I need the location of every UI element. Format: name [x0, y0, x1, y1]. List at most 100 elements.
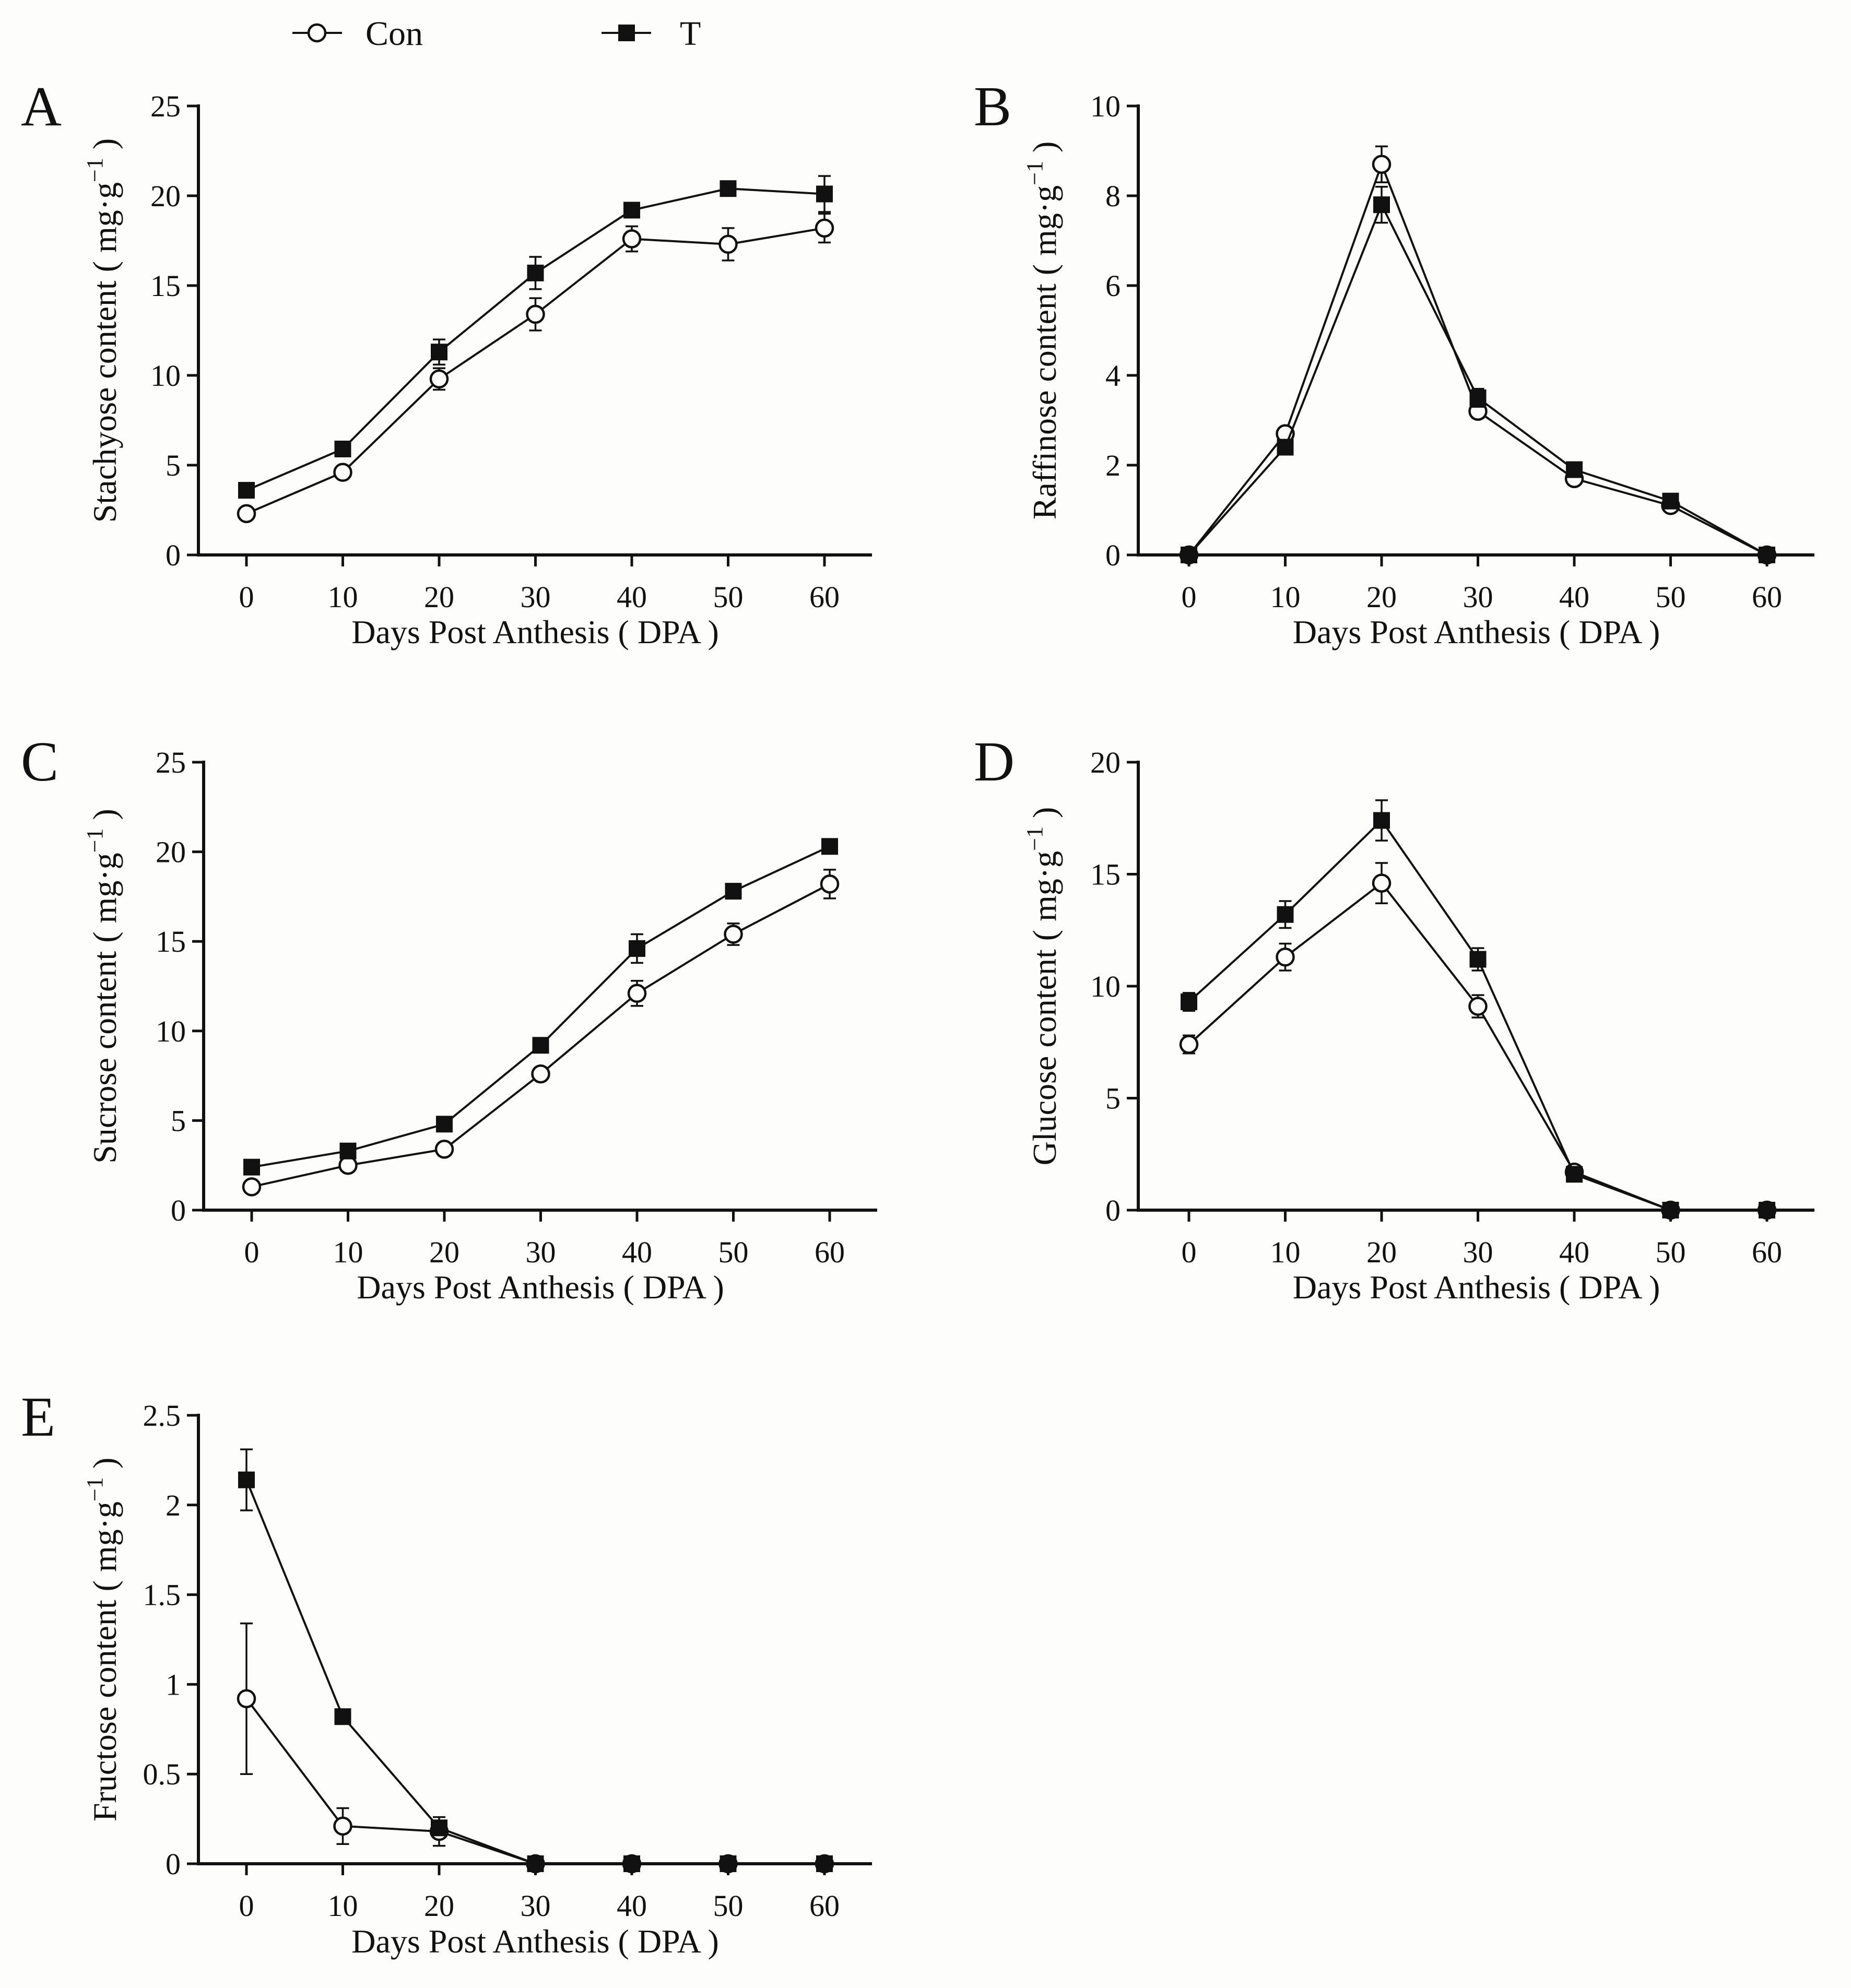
y-axis-title-sup-b: −1: [1022, 161, 1047, 185]
panel-letter-c: C: [21, 731, 58, 793]
point-con-a-2: [429, 369, 449, 389]
point-con-a-5: [718, 234, 738, 254]
point-t-a-0: [238, 482, 255, 499]
point-t-d-6: [1759, 1202, 1775, 1218]
y-axis-title-main-c: Sucrose content ( mg·g: [86, 853, 123, 1163]
point-con-c-4: [627, 984, 647, 1003]
series-con-b: [1179, 145, 1777, 565]
y-axis-title-end-e: ): [86, 1458, 123, 1477]
y-tick-label-d-0: 0: [1105, 1193, 1121, 1227]
point-t-a-6: [816, 185, 833, 203]
x-tick-label-c-1: 10: [333, 1235, 363, 1269]
point-con-a-3: [526, 304, 545, 324]
x-tick-label-e-0: 0: [239, 1889, 254, 1923]
x-axis-title-d: Days Post Anthesis ( DPA ): [1293, 1269, 1660, 1306]
y-tick-label-e-0: 0: [166, 1847, 181, 1881]
x-tick-label-e-5: 50: [713, 1889, 744, 1923]
x-tick-label-b-2: 20: [1366, 580, 1397, 614]
point-con-b-2: [1372, 155, 1392, 174]
y-axis-title-end-c: ): [86, 809, 123, 828]
y-tick-label-b-1: 2: [1105, 448, 1121, 482]
x-tick-label-d-3: 30: [1463, 1235, 1493, 1269]
x-tick-label-c-2: 20: [429, 1235, 459, 1269]
x-tick-label-d-6: 60: [1752, 1235, 1782, 1269]
y-tick-label-b-3: 6: [1105, 269, 1121, 303]
point-t-b-3: [1469, 389, 1487, 406]
point-t-b-4: [1566, 461, 1583, 478]
point-con-a-0: [237, 504, 256, 524]
x-tick-label-c-6: 60: [815, 1235, 845, 1269]
point-t-c-1: [339, 1142, 357, 1159]
point-t-c-2: [436, 1116, 453, 1133]
point-t-e-2: [431, 1819, 447, 1837]
panel-letter-a: A: [21, 76, 62, 138]
x-tick-label-c-4: 40: [622, 1235, 652, 1269]
x-tick-label-d-0: 0: [1182, 1235, 1197, 1269]
filled-square-icon: [618, 25, 635, 41]
x-tick-label-a-4: 40: [617, 580, 647, 614]
series-line-con-d: [1188, 881, 1767, 1211]
y-axis-title-main-d: Glucose content ( mg·g: [1026, 851, 1063, 1166]
x-axis-title-e: Days Post Anthesis ( DPA ): [351, 1923, 719, 1960]
series-line-con-e: [245, 1698, 824, 1865]
x-tick-label-a-1: 10: [328, 580, 358, 614]
point-t-b-0: [1181, 547, 1197, 563]
point-con-d-2: [1372, 873, 1392, 893]
point-con-e-1: [333, 1816, 352, 1836]
x-axis-title-c: Days Post Anthesis ( DPA ): [357, 1269, 724, 1306]
y-tick-label-b-5: 10: [1090, 89, 1121, 123]
point-t-d-5: [1662, 1202, 1679, 1218]
y-tick-label-a-1: 5: [166, 448, 181, 482]
point-con-c-6: [820, 874, 840, 894]
series-con-e: [237, 1622, 834, 1874]
series-con-d: [1179, 862, 1777, 1220]
y-tick-label-d-4: 20: [1090, 746, 1121, 779]
y-tick-label-d-2: 10: [1090, 969, 1121, 1003]
y-tick-label-a-0: 0: [166, 538, 181, 572]
y-tick-label-c-5: 25: [156, 746, 186, 779]
point-t-b-6: [1759, 547, 1775, 563]
point-con-a-6: [815, 218, 834, 238]
point-con-c-5: [724, 925, 743, 944]
x-tick-label-b-0: 0: [1182, 580, 1197, 614]
point-con-a-4: [622, 229, 642, 249]
panel-b: B 0 2 4 6 8 10 0 10 20 30 40 50 60 Days Post Anthesis …: [974, 76, 1814, 650]
point-t-b-1: [1277, 439, 1294, 456]
y-tick-label-e-1: 0.5: [143, 1757, 181, 1791]
x-tick-label-c-5: 50: [718, 1235, 749, 1269]
y-tick-label-e-4: 2: [166, 1488, 181, 1522]
point-t-e-5: [720, 1855, 737, 1872]
point-t-a-3: [527, 264, 544, 281]
y-axis-title-sup-c: −1: [82, 829, 108, 853]
panel-a: A 0 5 10 15 20 25 0 10 20 30 40 50 60 Days Post Anthes…: [21, 76, 872, 650]
y-tick-label-c-2: 10: [156, 1014, 186, 1048]
series-line-con-b: [1188, 161, 1767, 556]
point-t-c-5: [725, 883, 742, 900]
panel-letter-d: D: [974, 731, 1015, 793]
point-t-d-1: [1277, 906, 1294, 923]
point-t-c-4: [629, 940, 645, 957]
point-t-a-2: [431, 344, 447, 361]
point-con-d-0: [1179, 1035, 1199, 1054]
point-t-a-1: [334, 441, 351, 458]
series-line-t-c: [251, 845, 830, 1168]
point-t-e-0: [238, 1471, 255, 1488]
x-tick-label-e-2: 20: [424, 1889, 454, 1923]
x-tick-label-b-6: 60: [1752, 580, 1782, 614]
x-tick-label-a-3: 30: [521, 580, 551, 614]
y-tick-label-b-0: 0: [1105, 538, 1121, 572]
y-tick-label-c-3: 15: [156, 925, 186, 959]
x-tick-label-b-1: 10: [1270, 580, 1301, 614]
point-t-c-6: [821, 838, 838, 855]
x-tick-label-d-4: 40: [1559, 1235, 1589, 1269]
series-con-c: [242, 869, 840, 1197]
x-tick-label-d-1: 10: [1270, 1235, 1301, 1269]
point-t-d-4: [1566, 1166, 1583, 1183]
point-con-d-1: [1276, 947, 1295, 967]
point-con-e-0: [237, 1689, 256, 1709]
y-axis-title-sup-d: −1: [1022, 826, 1047, 851]
y-tick-label-d-3: 15: [1090, 858, 1121, 892]
point-t-e-6: [816, 1855, 833, 1872]
